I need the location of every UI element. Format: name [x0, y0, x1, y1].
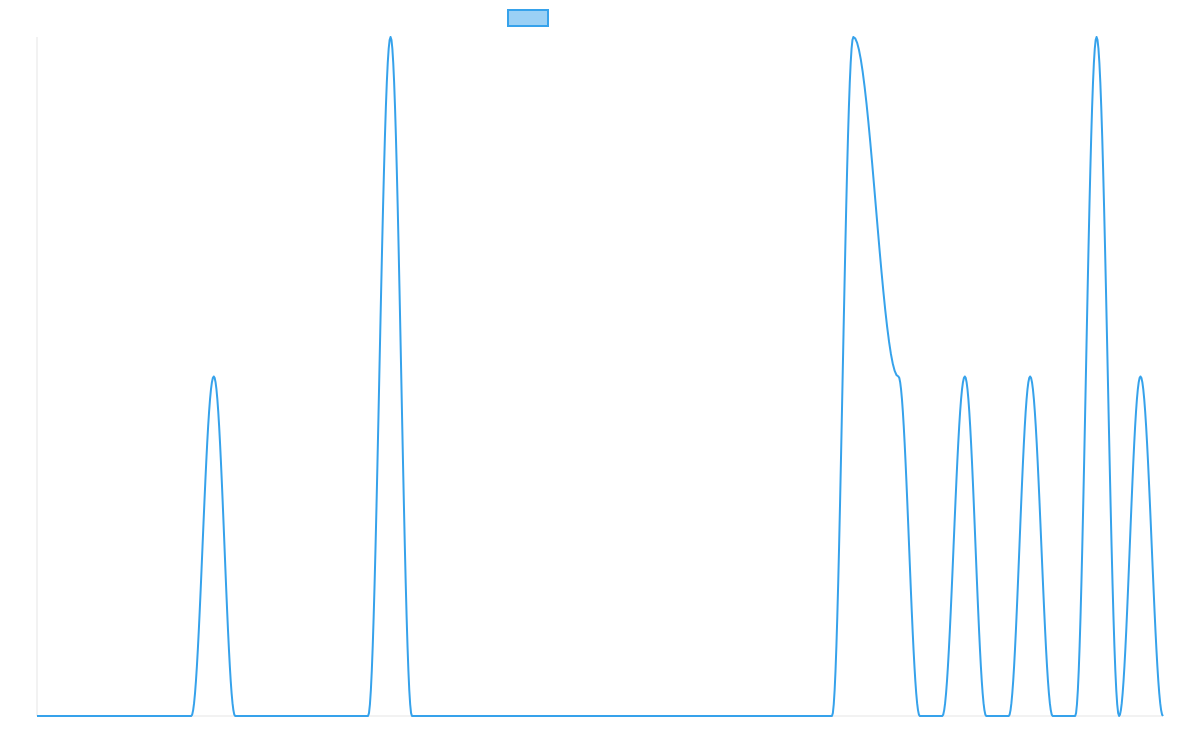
data-point-0-4[interactable] — [365, 713, 371, 719]
data-point-0-12[interactable] — [962, 374, 968, 380]
data-point-0-0[interactable] — [34, 713, 40, 719]
data-point-0-18[interactable] — [1094, 34, 1100, 40]
data-point-0-13[interactable] — [983, 713, 989, 719]
data-point-0-1[interactable] — [188, 713, 194, 719]
series-layer — [34, 34, 1166, 719]
data-point-0-8[interactable] — [850, 34, 856, 40]
data-point-0-5[interactable] — [388, 34, 394, 40]
data-point-0-9[interactable] — [895, 374, 901, 380]
legend[interactable] — [507, 9, 549, 27]
data-point-0-17[interactable] — [1072, 713, 1078, 719]
data-point-0-11[interactable] — [939, 713, 945, 719]
legend-swatch[interactable] — [507, 9, 549, 27]
data-point-0-7[interactable] — [829, 713, 835, 719]
data-point-0-10[interactable] — [917, 713, 923, 719]
data-point-0-19[interactable] — [1116, 713, 1122, 719]
data-point-0-20[interactable] — [1137, 374, 1143, 380]
data-point-0-14[interactable] — [1006, 713, 1012, 719]
data-point-0-3[interactable] — [232, 713, 238, 719]
axes — [36, 37, 1163, 717]
data-point-0-16[interactable] — [1050, 713, 1056, 719]
data-point-0-15[interactable] — [1027, 374, 1033, 380]
data-point-0-2[interactable] — [211, 374, 217, 380]
series-line-0[interactable] — [37, 36, 1164, 717]
data-point-0-21[interactable] — [1160, 713, 1166, 719]
data-point-0-6[interactable] — [409, 713, 415, 719]
